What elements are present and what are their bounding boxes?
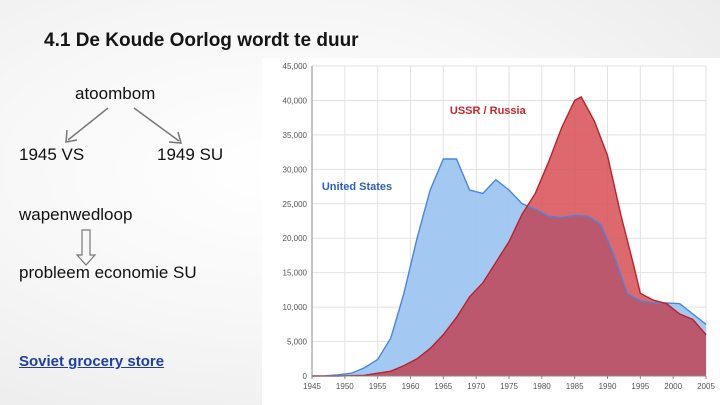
y-tick-label: 45,000 bbox=[283, 62, 308, 71]
y-tick-label: 15,000 bbox=[283, 269, 308, 278]
series-label-ussr: USSR / Russia bbox=[450, 105, 527, 117]
economy-problem-label: probleem economie SU bbox=[19, 263, 197, 282]
x-tick-label: 1970 bbox=[467, 382, 485, 391]
x-tick-label: 2005 bbox=[697, 382, 715, 391]
x-tick-label: 1990 bbox=[599, 382, 617, 391]
us-line bbox=[311, 158, 707, 377]
y-tick-label: 10,000 bbox=[283, 303, 308, 312]
x-tick-label: 1975 bbox=[500, 382, 518, 391]
tree-left-label: 1945 VS bbox=[19, 145, 85, 164]
chart-axes: 0 5,000 10,000 15,000 20,000 25,000 30,000 35,0… bbox=[283, 62, 716, 391]
arrow-right bbox=[133, 107, 183, 144]
y-tick-label: 20,000 bbox=[283, 234, 308, 243]
x-tick-label: 1960 bbox=[402, 382, 420, 391]
tree-arrows bbox=[65, 107, 183, 266]
x-tick-label: 1995 bbox=[631, 382, 649, 391]
x-tick-label: 1950 bbox=[336, 382, 354, 391]
slide-title: 4.1 De Koude Oorlog wordt te duur bbox=[44, 30, 359, 51]
tree-root-label: atoombom bbox=[75, 84, 156, 103]
soviet-grocery-store-link[interactable]: Soviet grocery store bbox=[19, 353, 165, 370]
y-tick-label: 25,000 bbox=[283, 200, 308, 209]
chart-labels: United States USSR / Russia bbox=[322, 105, 527, 193]
warheads-chart: 0 5,000 10,000 15,000 20,000 25,000 30,000 35,0… bbox=[262, 58, 720, 405]
arms-race-label: wapenwedloop bbox=[19, 205, 133, 224]
y-tick-label: 5,000 bbox=[287, 338, 308, 347]
x-tick-label: 1965 bbox=[434, 382, 452, 391]
series-label-us: United States bbox=[322, 181, 392, 193]
x-tick-label: 1945 bbox=[303, 382, 321, 391]
chart-areas bbox=[311, 96, 707, 377]
y-tick-label: 30,000 bbox=[283, 165, 308, 174]
arrow-left bbox=[65, 107, 109, 143]
hollow-down-arrow-icon bbox=[75, 229, 97, 266]
x-tick-label: 1980 bbox=[533, 382, 551, 391]
x-tick-label: 2000 bbox=[664, 382, 682, 391]
x-tick-label: 1985 bbox=[566, 382, 584, 391]
ussr-line bbox=[312, 96, 707, 377]
tree-right-label: 1949 SU bbox=[157, 145, 224, 164]
y-tick-label: 40,000 bbox=[283, 96, 308, 105]
y-tick-label: 0 bbox=[303, 372, 308, 381]
x-tick-label: 1955 bbox=[369, 382, 387, 391]
y-tick-label: 35,000 bbox=[283, 131, 308, 140]
